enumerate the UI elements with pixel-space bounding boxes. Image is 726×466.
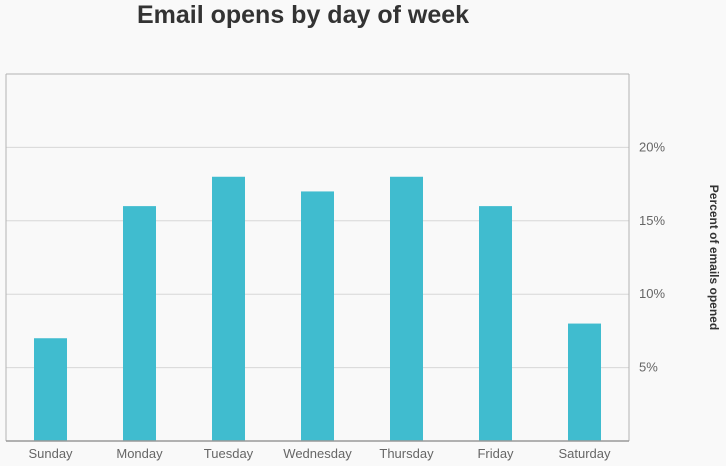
x-tick-label: Tuesday [204,446,254,461]
x-tick-label: Saturday [558,446,611,461]
x-tick-label: Wednesday [283,446,352,461]
x-tick-label: Sunday [28,446,73,461]
x-tick-label: Friday [477,446,514,461]
bar-wednesday [301,191,334,441]
bar-sunday [34,338,67,441]
bar-friday [479,206,512,441]
y-tick-label: 5% [639,360,658,375]
y-tick-label: 10% [639,286,665,301]
y-tick-label: 20% [639,139,665,154]
y-tick-label: 15% [639,213,665,228]
x-tick-label: Thursday [379,446,434,461]
x-tick-label: Monday [116,446,163,461]
bars [34,176,601,441]
x-tick-labels: Sunday Monday Tuesday Wednesday Thursday Frid… [28,446,611,461]
bar-saturday [568,323,601,441]
axes [5,73,630,442]
y-tick-labels: 5% 10% 15% 20% [639,139,665,374]
y-axis-title: Percent of emails opened [707,185,721,330]
bar-tuesday [212,176,245,441]
bar-monday [123,206,156,441]
bar-thursday [390,176,423,441]
chart-title: Email opens by day of week [136,1,470,29]
